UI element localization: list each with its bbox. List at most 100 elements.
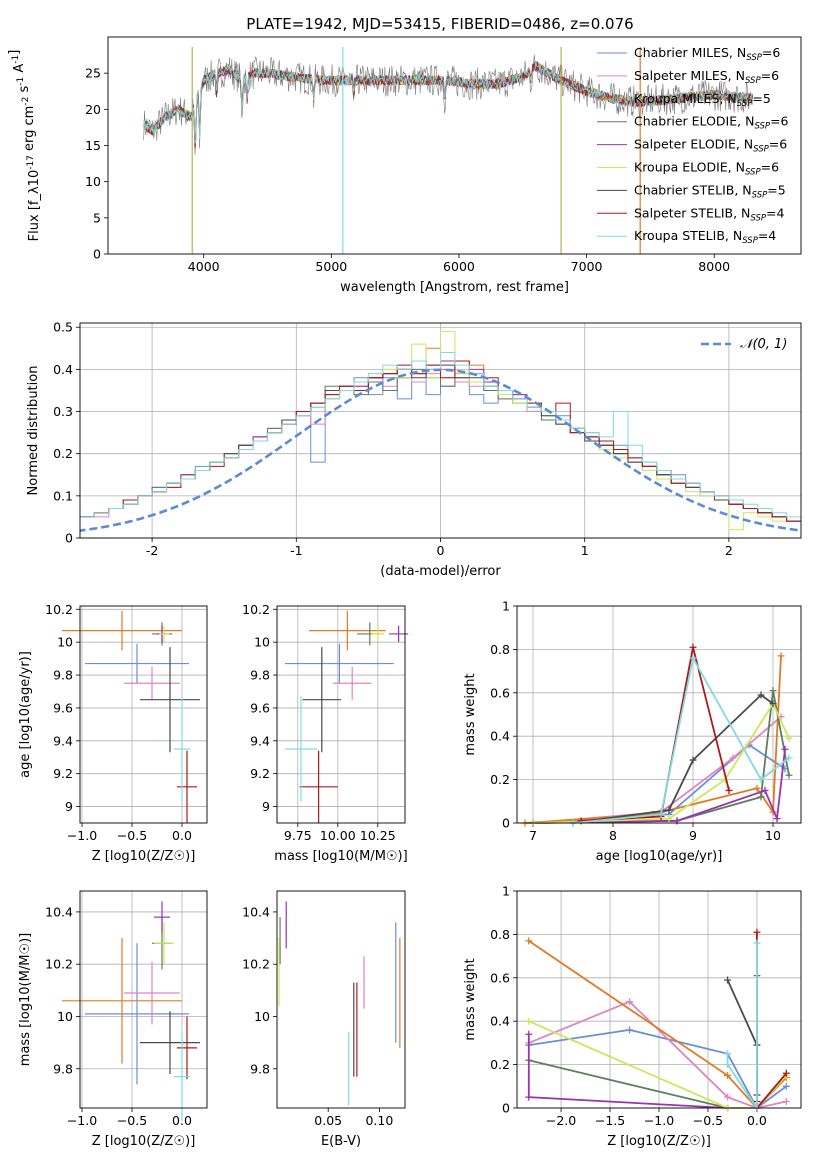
y-tick-label: 10 (57, 1009, 73, 1024)
axes-age_vs_Z: −1.0 −0.5 0.0 9 9.2 9.4 9.6 9.8 10 10.2 Z [log10(Z… (18, 602, 208, 864)
weight-line-salpeter-stelib (580, 646, 730, 822)
x-tick-label: −1.0 (644, 1113, 674, 1128)
y-tick-label: 0.6 (490, 685, 510, 700)
weight-marker (724, 1050, 732, 1058)
x-tick-label: −1.5 (595, 1113, 625, 1128)
histogram-salpeter-miles (80, 373, 801, 522)
histogram-salpeter-stelib (80, 360, 801, 522)
model-line-kroupa-stelib (143, 61, 753, 144)
x-tick-label: 4000 (188, 259, 220, 274)
x-tick-label: 8 (609, 828, 617, 843)
legend-entry: Chabrier STELIB, NSSP=5 (634, 182, 786, 200)
x-axis-label: mass [log10(M/M☉)] (274, 849, 407, 864)
weight-marker (525, 937, 533, 945)
y-tick-label: 0.4 (490, 1014, 510, 1029)
x-axis-label: Z [log10(Z/Z☉)] (92, 1134, 196, 1149)
x-tick-label: 0.0 (747, 1113, 767, 1128)
y-tick-label: 9.6 (250, 700, 270, 715)
x-tick-label: 2 (725, 543, 733, 558)
weight-marker (626, 998, 634, 1006)
weight-marker (525, 1093, 533, 1101)
x-axis-label: Z [log10(Z/Z☉)] (92, 849, 196, 864)
x-tick-label: 10.00 (320, 828, 356, 843)
weight-marker (769, 687, 777, 695)
histogram-kroupa-elodie (80, 330, 801, 531)
points-age_vs_mass (285, 610, 409, 823)
weight-marker (525, 1030, 533, 1038)
x-tick-label: -1 (290, 543, 302, 558)
weight-marker (689, 654, 697, 662)
x-tick-label: −0.5 (117, 828, 147, 843)
axes-frame (276, 890, 406, 1109)
weight-marker (725, 786, 733, 794)
y-tick-label: 0.6 (490, 970, 510, 985)
weight-marker (729, 754, 737, 762)
histogram-salpeter-elodie (80, 360, 801, 522)
y-tick-label: 9.8 (250, 668, 270, 683)
y-axis-label: mass [log10(M/M☉)] (18, 933, 33, 1066)
weight-line-kroupa-elodie (532, 701, 790, 824)
axes-frame (516, 605, 802, 824)
histogram-group (80, 330, 801, 532)
legend-entry: Kroupa MILES, NSSP=5 (634, 91, 771, 109)
weight-marker (773, 815, 781, 823)
y-tick-label: 0.5 (53, 320, 73, 335)
y-axis-label: age [log10(age/yr)] (18, 651, 33, 778)
x-tick-label: 7000 (571, 259, 603, 274)
weight-marker (757, 793, 765, 801)
x-tick-label: −1.0 (67, 828, 97, 843)
histogram-kroupa-miles (80, 347, 801, 522)
weight-marker (626, 1026, 634, 1034)
y-tick-label: 0 (93, 247, 101, 262)
weight-line-chabrier-elodie (528, 975, 758, 1109)
axes-weight_vs_age: 7 8 9 10 0 0.2 0.4 0.6 0.8 1 age [log10(age/yr)] ma… (463, 599, 802, 864)
histogram-chabrier-stelib (80, 364, 801, 522)
weight-line-salpeter-miles (532, 716, 782, 824)
y-tick-label: 9 (65, 799, 73, 814)
x-tick-label: 7 (529, 828, 537, 843)
x-tick-label: 10.25 (360, 828, 396, 843)
weight-marker (665, 815, 673, 823)
axes-residual_hist: -2 -1 0 1 2 0 0.1 0.2 0.3 0.4 0.5 (data-model)/erro… (26, 320, 802, 579)
x-tick-label: 5000 (315, 259, 347, 274)
axes-frame (79, 605, 208, 824)
y-tick-label: 10.4 (45, 904, 73, 919)
x-tick-label: -2 (146, 543, 158, 558)
x-tick-label: 6000 (443, 259, 475, 274)
weight-marker (777, 652, 785, 660)
weight-marker (757, 776, 765, 784)
legend-entry: Kroupa ELODIE, NSSP=6 (634, 160, 779, 178)
weight-marker (689, 756, 697, 764)
x-tick-label: 9.75 (284, 828, 312, 843)
legend-entry: Chabrier MILES, NSSP=6 (634, 45, 780, 63)
spectrum-legend: Chabrier MILES, NSSP=6 Salpeter MILES, NS… (597, 45, 789, 246)
x-tick-label: 8000 (698, 259, 730, 274)
x-tick-label: 1 (581, 543, 589, 558)
x-tick-label: −2.0 (546, 1113, 576, 1128)
legend-entry: Salpeter MILES, NSSP=6 (634, 68, 779, 86)
weight-marker (769, 700, 777, 708)
weight-marker (525, 1017, 533, 1025)
weight-marker (657, 810, 665, 818)
y-tick-label: 1 (502, 884, 510, 899)
weight-marker (753, 784, 761, 792)
y-tick-label: 0 (502, 1101, 510, 1116)
weight-marker (782, 1069, 790, 1077)
weight-marker (724, 1071, 732, 1079)
legend-entry: Kroupa STELIB, NSSP=4 (634, 228, 776, 246)
y-tick-label: 10 (85, 174, 101, 189)
weight-marker (781, 745, 789, 753)
y-tick-label: 25 (85, 66, 101, 81)
x-tick-label: 0.10 (365, 1113, 393, 1128)
weight-marker (665, 806, 673, 814)
y-tick-label: 10.2 (242, 602, 270, 617)
y-tick-label: 5 (93, 210, 101, 225)
spectrum-lines (143, 47, 753, 254)
y-tick-label: 10.4 (242, 904, 270, 919)
histogram-chabrier-miles (80, 377, 801, 526)
y-tick-label: 0.4 (490, 729, 510, 744)
y-tick-label: 0.4 (53, 362, 73, 377)
weight-marker (757, 691, 765, 699)
weight-marker (785, 754, 793, 762)
